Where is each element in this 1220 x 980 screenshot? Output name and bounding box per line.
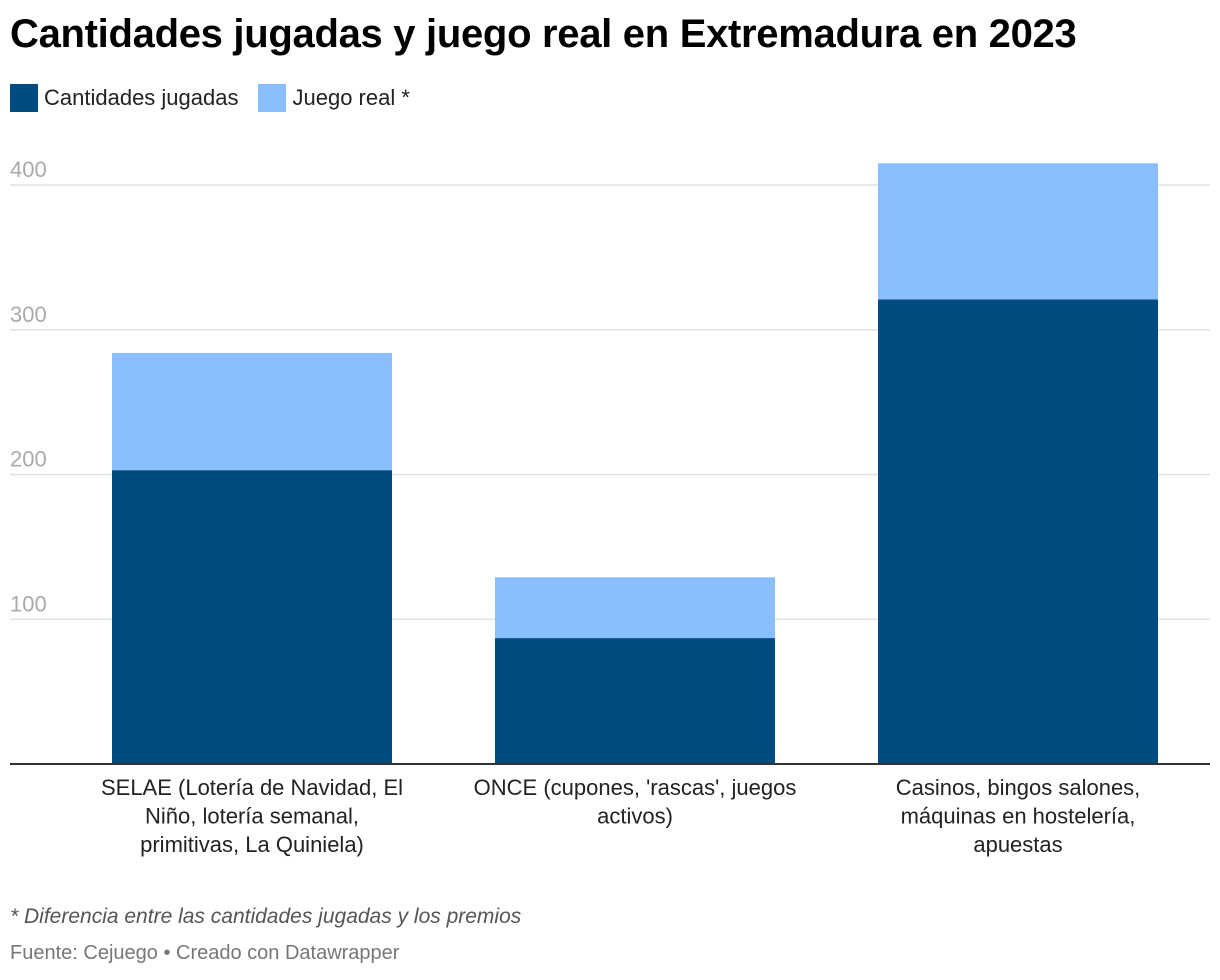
y-tick-label-200: 200 [10,447,47,472]
legend-swatch-cantidades-jugadas [10,84,38,112]
x-category-label-1-line-3: primitivas, La Quiniela) [140,832,364,857]
x-category-label-1-line-2: Niño, lotería semanal, [145,804,359,829]
legend-item-juego-real: Juego real * [258,84,410,112]
bar-juego-real-3 [878,163,1158,300]
y-tick-label-100: 100 [10,591,47,616]
x-category-label-3-line-3: apuestas [973,832,1062,857]
legend: Cantidades jugadas Juego real * [10,84,430,112]
x-category-label-1-line-1: SELAE (Lotería de Navidad, El [101,775,403,800]
chart-title: Cantidades jugadas y juego real en Extre… [10,12,1077,56]
x-category-label-3-line-2: máquinas en hostelería, [901,804,1136,829]
legend-label-cantidades-jugadas: Cantidades jugadas [44,85,239,110]
footnote: * Diferencia entre las cantidades jugada… [10,905,522,928]
x-category-label-2-line-2: activos) [597,804,673,829]
x-category-label-3-line-1: Casinos, bingos salones, [896,775,1141,800]
bar-cantidades-jugadas-3 [878,299,1158,764]
legend-swatch-juego-real [258,84,287,112]
bar-cantidades-jugadas-2 [495,638,775,764]
legend-label-juego-real: Juego real * [292,85,410,110]
legend-item-cantidades-jugadas: Cantidades jugadas [10,84,238,112]
x-category-label-2-line-1: ONCE (cupones, 'rascas', juegos [474,775,797,800]
bar-cantidades-jugadas-1 [112,470,392,764]
stacked-bar-chart: 100 200 300 400 SELAE (Lotería de Navidad, E… [10,157,1210,857]
source-credit: Fuente: Cejuego • Creado con Datawrapper [10,942,400,964]
y-tick-label-400: 400 [10,157,47,182]
bar-juego-real-1 [112,352,392,471]
y-tick-label-300: 300 [10,302,47,327]
bar-juego-real-2 [495,577,775,639]
